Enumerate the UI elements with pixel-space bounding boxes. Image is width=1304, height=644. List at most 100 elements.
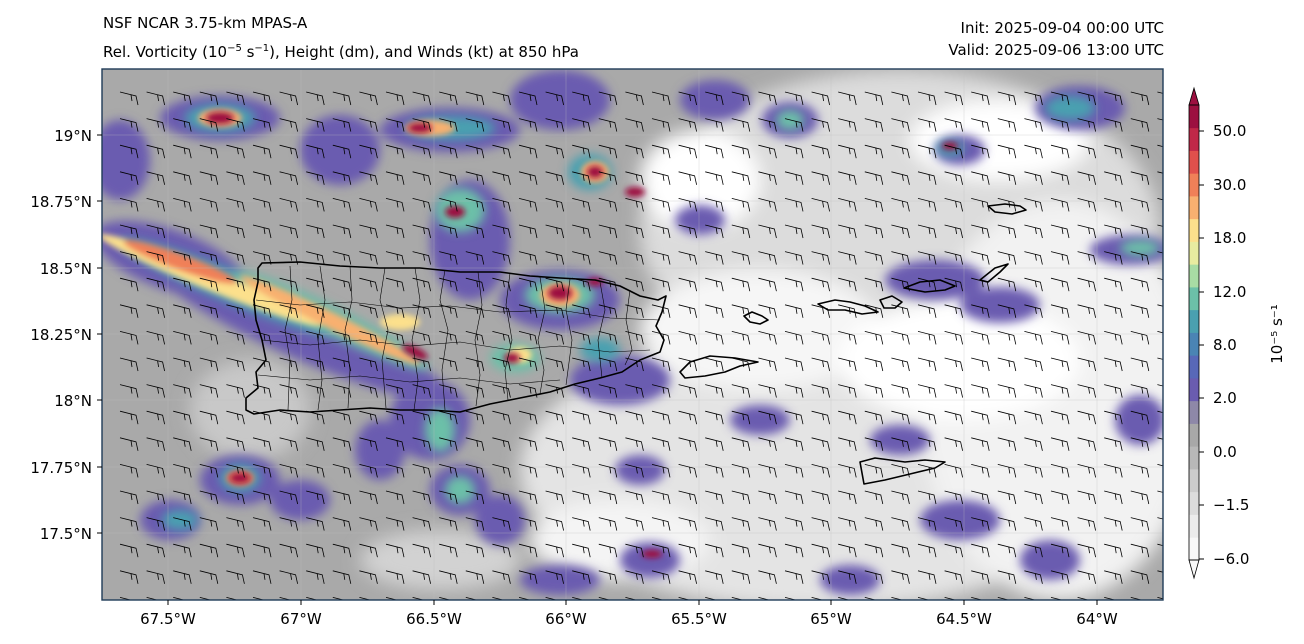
wind-barb (545, 384, 564, 398)
wind-barb (1077, 384, 1096, 398)
wind-barb (1104, 437, 1123, 451)
wind-barb (598, 597, 611, 600)
wind-barb (1050, 357, 1070, 372)
wind-barb (572, 331, 591, 345)
colorbar-segment (1189, 150, 1199, 174)
wind-barb (651, 384, 671, 398)
wind-barb (279, 277, 298, 292)
wind-barb (1077, 331, 1096, 345)
wind-barb (545, 304, 564, 318)
wind-barb (891, 144, 910, 159)
wind-barb (385, 437, 405, 451)
wind-barb (279, 464, 298, 478)
wind-barb (545, 517, 564, 531)
wind-barb (705, 597, 718, 600)
wind-barb (784, 490, 804, 505)
wind-barb (492, 437, 511, 451)
wind-barb (1104, 570, 1123, 584)
wind-barb (279, 357, 298, 372)
wind-barb (439, 437, 458, 451)
wind-barb (651, 410, 671, 425)
wind-barb (784, 118, 804, 132)
wind-barb (173, 144, 192, 159)
wind-barb (625, 304, 644, 318)
wind-barb (572, 198, 591, 212)
lon-label: 67°W (280, 610, 322, 628)
wind-barb (465, 410, 485, 425)
wind-barb (944, 410, 963, 425)
wind-barb (838, 597, 851, 600)
wind-barb (1104, 251, 1123, 265)
vorticity-low (102, 70, 1163, 595)
wind-barb (838, 331, 857, 345)
wind-barb (838, 543, 857, 558)
wind-barb (651, 224, 671, 239)
wind-barb (864, 251, 884, 265)
wind-barb (1050, 410, 1070, 425)
colorbar-segment (1189, 127, 1199, 151)
vieques-coast (679, 355, 759, 379)
wind-barb (891, 277, 910, 292)
wind-barb (625, 570, 644, 584)
wind-barb (359, 171, 378, 185)
wind-barb (1104, 597, 1117, 600)
wind-barb (173, 171, 192, 185)
wind-barb (1130, 331, 1150, 345)
wind-barb (1024, 357, 1043, 372)
wind-barb (731, 171, 751, 185)
wind-barb (811, 570, 830, 584)
wind-barb (1024, 304, 1043, 318)
wind-barb (465, 357, 485, 372)
wind-barb (838, 357, 857, 372)
wind-barb (1050, 517, 1070, 531)
wind-barb (1024, 384, 1043, 398)
wind-barb (1050, 144, 1070, 159)
wind-barb (971, 224, 990, 239)
wind-barb (439, 251, 458, 265)
wind-barb (119, 437, 139, 451)
wind-barb (891, 570, 910, 584)
wind-barb (359, 597, 372, 600)
wind-barb (518, 251, 538, 265)
wind-barb (811, 91, 830, 106)
longitude-labels: 67.5°W 67°W 66.5°W 66°W 65.5°W 65°W 64.5… (140, 610, 1118, 628)
wind-barb (625, 198, 644, 212)
wind-barb (439, 543, 458, 558)
wind-barb (944, 517, 963, 531)
wind-barb (625, 357, 644, 372)
wind-barb (917, 304, 937, 318)
wind-barb (518, 118, 538, 132)
wind-barb (545, 464, 564, 478)
wind-barb (226, 251, 245, 265)
wind-barb (891, 517, 910, 531)
wind-barb (651, 570, 671, 584)
wind-barb (226, 224, 245, 239)
coastlines (245, 203, 1027, 485)
wind-barb (1050, 277, 1070, 292)
wind-barb (651, 517, 671, 531)
wind-barb (332, 91, 352, 106)
wind-barb (226, 570, 245, 584)
wind-barb (1077, 437, 1096, 451)
colorbar-segment (1189, 196, 1199, 220)
wind-barb (119, 410, 139, 425)
wind-barb (572, 118, 591, 132)
wind-barb (279, 437, 298, 451)
wind-barb (572, 464, 591, 478)
wind-barb (997, 570, 1017, 584)
wind-barb (306, 437, 325, 451)
wind-barb (705, 171, 724, 185)
wind-barb (1077, 118, 1096, 132)
wind-barb (784, 517, 804, 531)
wind-barb (625, 171, 644, 185)
wind-barb (758, 304, 777, 318)
wind-barb (997, 251, 1017, 265)
wind-barb (784, 570, 804, 584)
wind-barb (385, 198, 405, 212)
wind-barb (412, 331, 431, 345)
wind-barb (439, 464, 458, 478)
wind-barb (705, 144, 724, 159)
wind-barb (332, 517, 352, 531)
wind-barb (119, 357, 139, 372)
wind-barb (332, 198, 352, 212)
